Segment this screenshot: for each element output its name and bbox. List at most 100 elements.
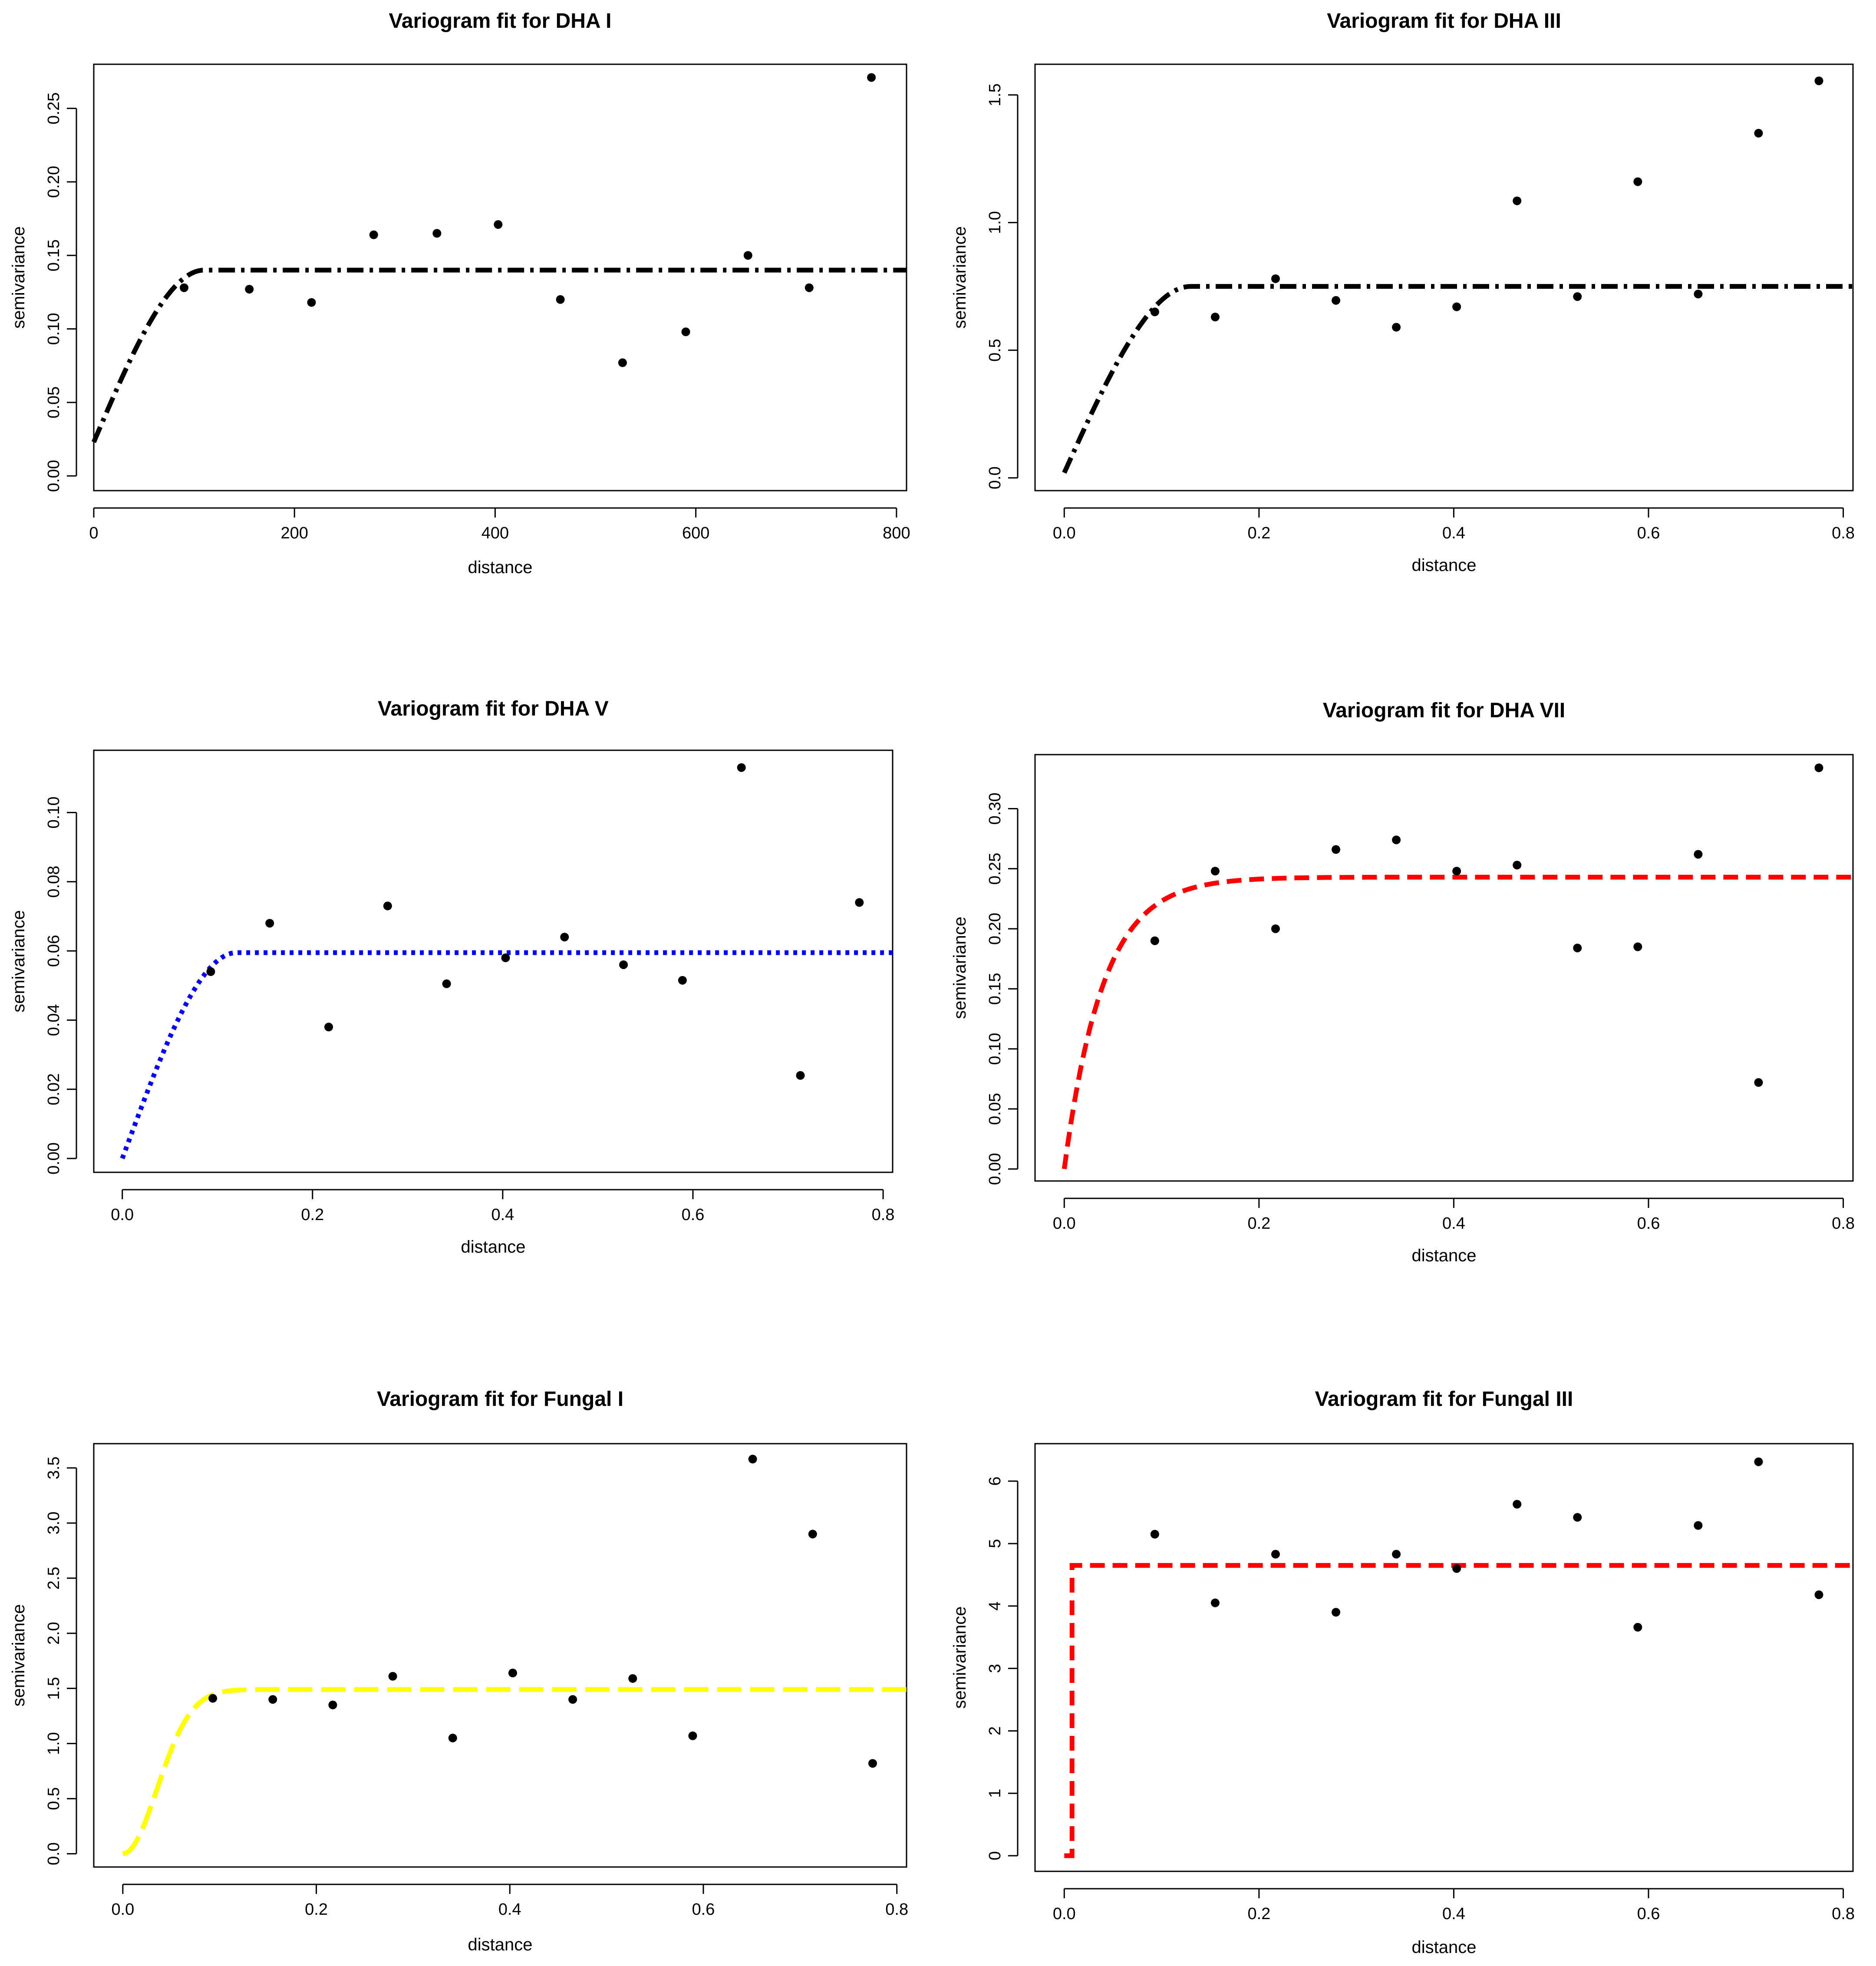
data-point	[568, 1695, 577, 1704]
data-points	[1150, 1457, 1823, 1632]
data-point	[1754, 129, 1763, 138]
plot-frame	[93, 1443, 907, 1868]
data-point	[1271, 1550, 1280, 1559]
x-tick-label: 600	[682, 524, 709, 542]
data-point	[1513, 196, 1522, 205]
y-tick-label: 0.06	[45, 935, 63, 967]
x-axis-label: distance	[1412, 1938, 1477, 1957]
data-point	[1150, 936, 1159, 945]
y-tick-label: 1	[986, 1789, 1004, 1798]
y-axis-label: semivariance	[950, 1606, 969, 1709]
data-point	[1210, 1598, 1220, 1607]
y-tick-label: 0.05	[45, 386, 63, 419]
x-tick-label: 0.4	[498, 1900, 521, 1919]
data-point	[1694, 1521, 1703, 1530]
x-tick-label: 0.4	[1442, 524, 1465, 542]
panel-dha-vii: Variogram fit for DHA VII 0.0 0.2 0.4 0.6 0.8…	[950, 699, 1855, 1265]
data-points	[208, 1455, 877, 1768]
x-tick-label: 0.8	[1832, 1905, 1855, 1923]
fitted-variogram-line	[1062, 874, 1853, 1170]
y-tick-label: 0.00	[986, 1153, 1004, 1185]
y-tick-label: 0.02	[45, 1073, 63, 1105]
y-tick-label: 0.10	[45, 313, 63, 345]
data-point	[448, 1733, 457, 1742]
data-point	[501, 953, 510, 963]
plot-frame	[1034, 1443, 1854, 1872]
chart-title: Variogram fit for Fungal III	[1315, 1388, 1573, 1411]
y-tick-label: 0.00	[45, 1142, 63, 1174]
x-tick-label: 0.6	[1637, 524, 1660, 542]
data-point	[688, 1731, 697, 1740]
x-tick-label: 0.8	[885, 1900, 908, 1919]
x-tick-label: 0.4	[491, 1206, 514, 1224]
data-point	[328, 1700, 337, 1709]
x-axis: 0.0 0.2 0.4 0.6 0.8	[1053, 507, 1855, 542]
y-tick-label: 3	[986, 1664, 1004, 1673]
plot-frame	[93, 63, 907, 492]
y-tick-label: 0.0	[45, 1842, 63, 1865]
data-point	[1452, 867, 1461, 876]
y-axis: 0.00 0.02 0.04 0.06 0.08 0.10	[45, 796, 77, 1174]
y-tick-label: 0.0	[986, 466, 1004, 489]
plot-frame	[1034, 63, 1854, 492]
y-tick-label: 0	[986, 1851, 1004, 1860]
data-point	[245, 285, 254, 294]
x-tick-label: 0.2	[1247, 1214, 1270, 1233]
data-point	[383, 901, 392, 910]
x-tick-label: 0.4	[1442, 1905, 1465, 1923]
y-axis-label: semivariance	[950, 226, 969, 329]
y-tick-label: 0.25	[45, 92, 63, 125]
data-point	[560, 933, 569, 942]
x-tick-label: 0.2	[305, 1900, 328, 1919]
data-point	[1392, 835, 1401, 844]
data-point	[804, 283, 814, 292]
y-tick-label: 3.0	[45, 1511, 63, 1534]
data-point	[1814, 763, 1823, 772]
data-point	[1573, 292, 1582, 301]
y-tick-label: 1.5	[45, 1677, 63, 1700]
data-point	[1452, 302, 1461, 311]
x-tick-label: 0.0	[111, 1206, 134, 1224]
x-axis: 0.0 0.2 0.4 0.6 0.8	[1053, 1197, 1855, 1233]
y-tick-label: 4	[986, 1601, 1004, 1610]
data-points	[206, 763, 864, 1080]
data-points	[1150, 763, 1823, 1087]
data-point	[1150, 1530, 1159, 1539]
data-point	[206, 967, 215, 976]
data-point	[1754, 1078, 1763, 1087]
panel-fungal-i: Variogram fit for Fungal I0.0 0.2 0.4 0.6 0.…	[9, 1388, 908, 1954]
data-point	[1150, 307, 1159, 317]
y-tick-label: 5	[986, 1539, 1004, 1548]
x-tick-label: 0.8	[1832, 524, 1855, 542]
data-point	[1452, 1564, 1461, 1573]
y-tick-label: 0.30	[986, 792, 1004, 825]
data-point	[1633, 942, 1642, 951]
y-tick-label: 0.5	[45, 1787, 63, 1810]
data-point	[307, 298, 316, 307]
data-point	[432, 229, 442, 238]
panel-dha-i: Variogram fit for DHA I 0 200 400 600 800 dist…	[9, 10, 910, 577]
data-point	[1210, 313, 1220, 322]
y-axis-label: semivariance	[950, 917, 969, 1019]
y-axis: 0.0 0.5 1.0 1.5	[986, 83, 1019, 489]
x-axis-label: distance	[468, 558, 533, 577]
x-tick-label: 0.2	[1247, 524, 1270, 542]
y-tick-label: 3.5	[45, 1456, 63, 1479]
fitted-variogram-line	[1064, 1563, 1853, 1858]
x-tick-label: 0	[89, 524, 98, 542]
data-point	[268, 1695, 277, 1704]
y-tick-label: 1.0	[986, 211, 1004, 234]
x-tick-label: 0.8	[872, 1206, 895, 1224]
panel-dha-iii: Variogram fit for DHA III 0.0 0.2 0.4 0.6 0.8…	[950, 10, 1855, 575]
data-point	[1513, 1500, 1522, 1509]
data-point	[1332, 296, 1341, 305]
data-point	[1513, 861, 1522, 870]
panel-dha-v: Variogram fit for DHA V 0.0 0.2 0.4 0.6 0.8 di…	[9, 697, 895, 1257]
x-axis: 0.0 0.2 0.4 0.6 0.8	[111, 1884, 908, 1919]
chart-title: Variogram fit for DHA VII	[1323, 699, 1565, 722]
data-point	[628, 1674, 637, 1683]
plot-frame	[93, 749, 893, 1173]
data-point	[1814, 1590, 1823, 1599]
fitted-variogram-line	[122, 1687, 907, 1856]
data-point	[1694, 850, 1703, 859]
